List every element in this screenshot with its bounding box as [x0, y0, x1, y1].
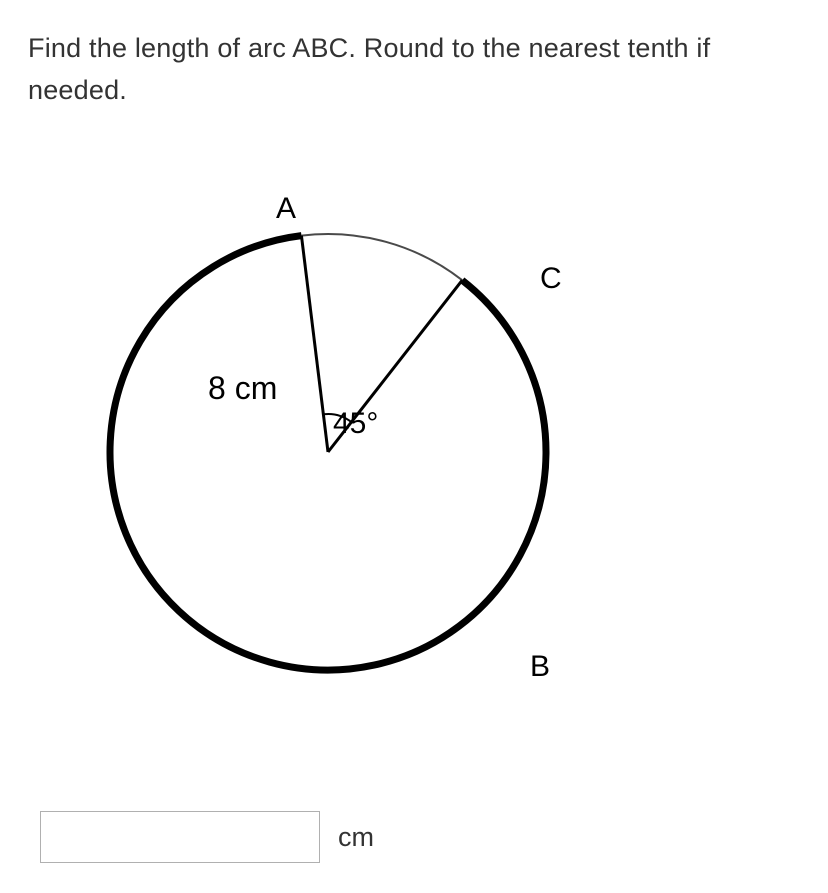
answer-input[interactable] — [40, 811, 320, 863]
label-angle: 45° — [333, 407, 378, 441]
label-point-b: B — [530, 650, 550, 684]
answer-row: cm — [40, 811, 374, 863]
label-point-a: A — [276, 192, 296, 226]
radius-line-a — [301, 235, 328, 451]
answer-unit: cm — [338, 822, 374, 853]
label-point-c: C — [540, 262, 562, 296]
question-text: Find the length of arc ABC. Round to the… — [28, 28, 800, 112]
arc-abc-thick — [110, 235, 546, 669]
circle-diagram: A C B 8 cm 45° — [68, 132, 668, 732]
arc-ac-thin — [301, 234, 462, 280]
label-radius: 8 cm — [208, 370, 277, 407]
